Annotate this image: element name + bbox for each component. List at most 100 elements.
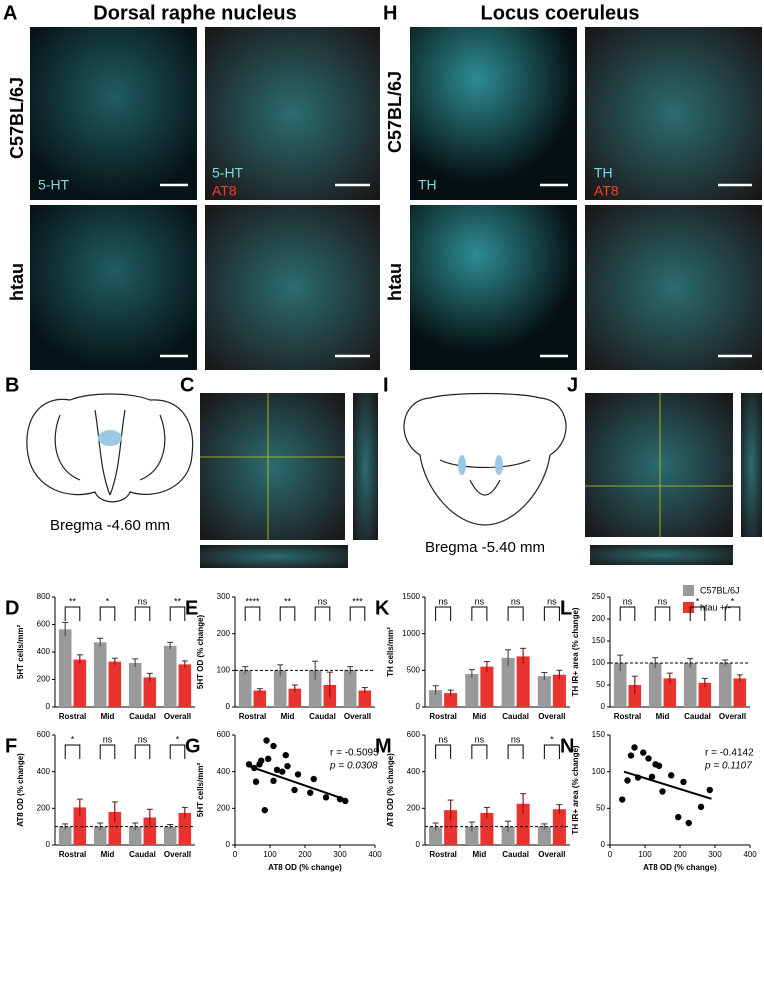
y-axis-label: AT8 OD (% change): [386, 753, 395, 827]
annotation: r = -0.5095: [330, 748, 379, 759]
fit-line: [248, 765, 348, 802]
x-tick-label: Caudal: [502, 850, 529, 859]
bar: [73, 807, 87, 845]
bar: [537, 676, 551, 707]
x-tick-label: Caudal: [129, 850, 156, 859]
y-tick-label: 200: [407, 803, 421, 812]
y-axis-label: 5HT OD (% change): [196, 615, 205, 690]
sig-label: ns: [623, 596, 633, 606]
point: [627, 752, 635, 759]
y-tick-label: 200: [37, 803, 51, 812]
bar: [733, 678, 747, 707]
sig-bracket: [507, 606, 524, 621]
x-tick-label: Caudal: [309, 712, 336, 721]
y-tick-label: 100: [592, 658, 606, 667]
crosshair: [200, 393, 345, 540]
panel-letter: A: [3, 2, 17, 24]
brain-diagram: [403, 392, 567, 526]
y-tick-label: 1500: [402, 592, 420, 601]
x-tick-label: Rostral: [429, 712, 457, 721]
point: [648, 773, 656, 780]
micrograph: [200, 545, 348, 568]
micrograph: [353, 393, 378, 540]
point: [284, 762, 291, 770]
region-highlight: [458, 455, 466, 475]
bar: [178, 664, 192, 707]
sig-bracket: [435, 606, 452, 621]
y-tick-label: 400: [37, 767, 51, 776]
y-tick-label: 0: [46, 840, 51, 849]
sig-label: ns: [318, 596, 328, 606]
y-tick-label: 150: [592, 730, 606, 739]
point: [675, 813, 682, 821]
bar: [552, 809, 566, 845]
bar: [178, 812, 192, 845]
x-tick-label: Mid: [656, 712, 670, 721]
x-tick-label: Mid: [281, 712, 295, 721]
y-tick-label: 0: [601, 702, 606, 711]
sig-bracket: [64, 744, 81, 759]
bar: [501, 826, 515, 845]
x-tick-label: 400: [743, 850, 757, 859]
point: [273, 766, 281, 774]
sig-label: ns: [138, 596, 148, 606]
bar: [444, 693, 458, 707]
micrograph: [30, 205, 197, 370]
panel-letter: F: [5, 735, 17, 757]
point: [282, 751, 289, 759]
point: [270, 777, 277, 785]
micrograph: [30, 27, 197, 200]
y-tick-label: 50: [596, 680, 605, 689]
sig-label: ns: [475, 596, 485, 606]
bar: [429, 690, 443, 707]
sig-bracket: [435, 744, 452, 759]
y-tick-label: 0: [46, 702, 51, 711]
point: [697, 803, 705, 811]
y-tick-label: 0: [601, 840, 606, 849]
bar: [93, 642, 107, 707]
sig-bracket: [543, 606, 560, 621]
image-label: 5-HT: [212, 165, 244, 181]
sig-bracket: [689, 606, 706, 621]
y-tick-label: 200: [217, 629, 231, 638]
bar: [683, 663, 697, 707]
bar: [143, 677, 157, 707]
bar: [480, 666, 494, 707]
y-tick-label: 300: [217, 592, 231, 601]
y-tick-label: 400: [407, 767, 421, 776]
sig-bracket: [134, 606, 151, 621]
image-label: AT8: [594, 183, 619, 199]
bar: [480, 812, 494, 845]
y-tick-label: 100: [592, 767, 606, 776]
sig-label: ns: [438, 596, 448, 606]
x-tick-label: Mid: [472, 850, 486, 859]
sig-label: ns: [138, 734, 148, 744]
x-tick-label: Rostral: [59, 850, 87, 859]
x-tick-label: 100: [638, 850, 652, 859]
y-tick-label: 0: [226, 840, 231, 849]
panel-letter: H: [383, 2, 397, 24]
bar: [537, 826, 551, 845]
point: [619, 796, 626, 803]
sig-label: *: [176, 734, 180, 744]
sig-bracket: [134, 744, 151, 759]
x-tick-label: Overall: [164, 850, 191, 859]
panel-letter: I: [383, 374, 389, 396]
sig-label: *: [71, 734, 75, 744]
micrograph: [410, 205, 577, 370]
image-label: 5-HT: [38, 177, 70, 193]
sig-bracket: [724, 606, 741, 621]
x-axis-label: AT8 OD (% change): [268, 863, 342, 872]
sig-bracket: [99, 606, 116, 621]
bar: [73, 659, 87, 707]
point: [265, 755, 272, 763]
sig-label: *: [550, 734, 554, 744]
x-tick-label: Mid: [472, 712, 486, 721]
bar: [238, 670, 252, 707]
x-tick-label: Rostral: [614, 712, 642, 721]
y-axis-label: 5HT cells/mm²: [196, 763, 205, 818]
bar: [253, 690, 267, 707]
sig-bracket: [543, 744, 560, 759]
y-tick-label: 0: [226, 702, 231, 711]
y-tick-label: 200: [217, 803, 231, 812]
